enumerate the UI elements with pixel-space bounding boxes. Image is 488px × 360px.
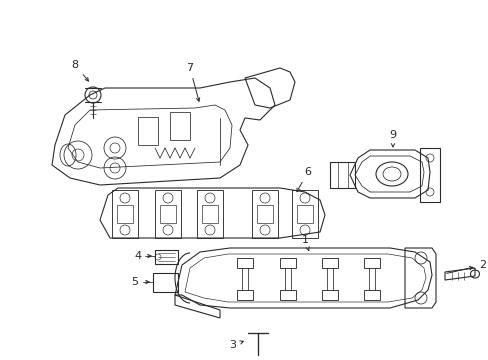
Text: 7: 7 xyxy=(186,63,199,101)
Text: 9: 9 xyxy=(388,130,396,147)
Text: 6: 6 xyxy=(296,167,311,192)
Text: 2: 2 xyxy=(446,260,486,273)
Text: 5: 5 xyxy=(131,277,138,287)
Text: 1: 1 xyxy=(301,235,308,251)
Text: 3: 3 xyxy=(229,340,243,350)
Text: 4: 4 xyxy=(134,251,141,261)
Text: 8: 8 xyxy=(71,60,88,81)
